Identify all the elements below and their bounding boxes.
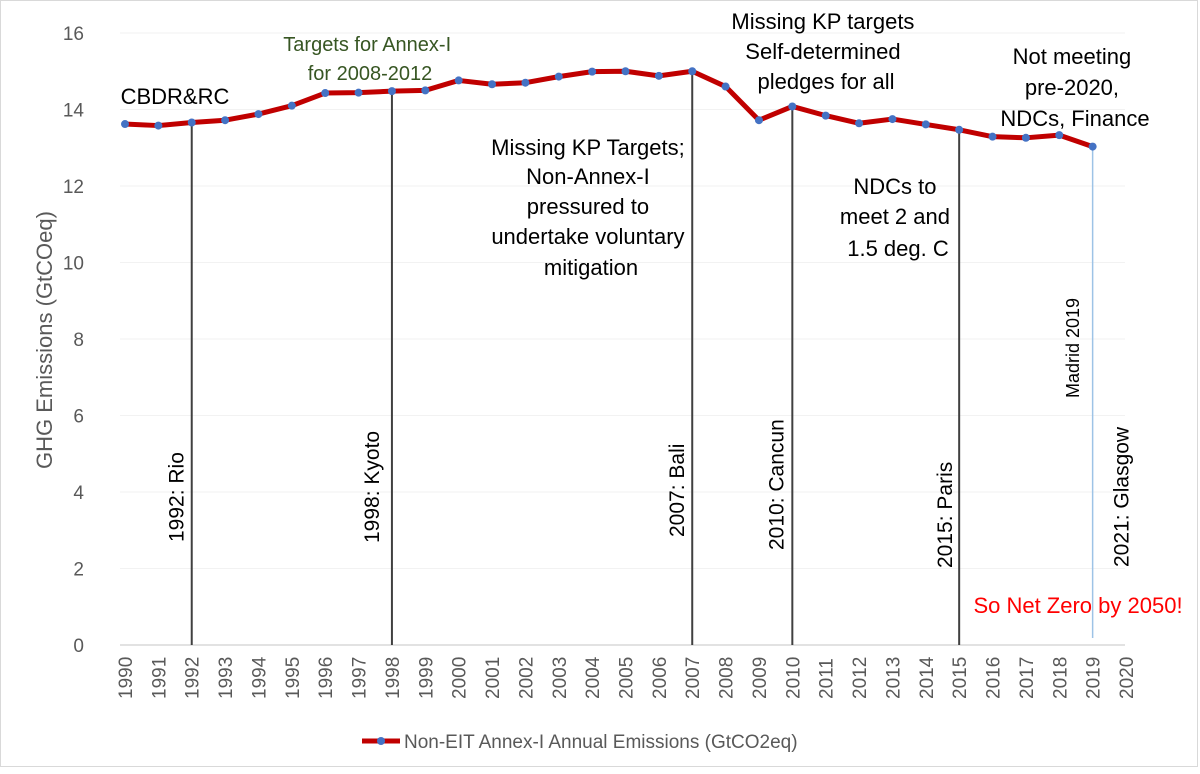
- data-point: [287, 101, 296, 110]
- x-tick-label: 2006: [650, 657, 671, 699]
- x-tick-label: 2020: [1117, 657, 1138, 699]
- data-point: [554, 72, 563, 81]
- data-point: [421, 86, 430, 95]
- x-tick-label: 1994: [249, 656, 270, 699]
- x-tick-label: 1995: [283, 657, 304, 699]
- x-tick-label: 2009: [750, 657, 771, 699]
- event-label: 2010: Cancun: [765, 419, 788, 550]
- y-tick-label: 10: [63, 254, 84, 275]
- x-tick-labels: 1990 1991 1992 1993 1994 1995 1996 1997 1998 1999…: [116, 656, 1138, 699]
- data-point: [654, 71, 663, 80]
- data-point: [855, 119, 864, 128]
- event-lines: 1992: Rio 1998: Kyoto 2007: Bali 2010: Canc…: [166, 71, 1134, 645]
- x-tick-label: 2016: [984, 657, 1005, 699]
- data-point: [521, 78, 530, 87]
- x-tick-label: 2003: [550, 657, 571, 699]
- x-tick-label: 1991: [149, 657, 170, 699]
- y-tick-label: 12: [63, 177, 84, 198]
- x-tick-label: 2004: [583, 656, 604, 699]
- y-tick-label: 2: [73, 560, 84, 581]
- x-tick-label: 2000: [450, 657, 471, 699]
- annotation-not-meeting: Not meeting pre-2020, NDCs, Finance: [1000, 44, 1149, 131]
- data-point: [454, 76, 463, 85]
- data-point: [254, 110, 263, 119]
- x-tick-label: 2017: [1017, 657, 1038, 699]
- x-tick-label: 1992: [183, 657, 204, 699]
- x-tick-label: 1993: [216, 657, 237, 699]
- x-tick-label: 2008: [717, 657, 738, 699]
- annotation-cbdr: CBDR&RC: [121, 84, 230, 109]
- x-tick-label: 2013: [883, 657, 904, 699]
- x-tick-label: 2012: [850, 657, 871, 699]
- x-tick-label: 2010: [783, 657, 804, 699]
- event-label: 1992: Rio: [166, 452, 189, 542]
- data-point: [187, 118, 196, 127]
- series-markers: [121, 67, 1097, 151]
- y-gridlines: [120, 32, 1125, 569]
- data-point: [921, 120, 930, 129]
- data-point: [354, 88, 363, 97]
- data-point: [721, 82, 730, 91]
- data-point: [154, 121, 163, 130]
- event-label: 2015: Paris: [934, 462, 957, 568]
- x-tick-label: 1999: [416, 657, 437, 699]
- data-point: [1021, 133, 1030, 142]
- x-tick-label: 1997: [350, 657, 371, 699]
- x-tick-label: 1990: [116, 657, 137, 699]
- annotation-madrid: Madrid 2019: [1063, 298, 1083, 398]
- annotation-ndcs-paris: NDCs to meet 2 and 1.5 deg. C: [840, 174, 956, 261]
- data-point: [221, 116, 230, 125]
- event-label: 1998: Kyoto: [361, 431, 384, 543]
- data-point: [754, 116, 763, 125]
- annotation-annex-targets: Targets for Annex-I for 2008-2012: [283, 34, 456, 85]
- y-tick-label: 16: [63, 24, 84, 45]
- x-tick-label: 2005: [617, 657, 638, 699]
- x-tick-label: 2011: [817, 658, 838, 699]
- x-tick-label: 1996: [316, 657, 337, 699]
- data-point: [988, 132, 997, 141]
- y-tick-label: 6: [73, 407, 84, 428]
- data-point: [788, 102, 797, 111]
- data-point: [1088, 142, 1097, 151]
- data-point: [688, 67, 697, 76]
- data-point: [121, 120, 129, 129]
- y-tick-label: 0: [73, 636, 84, 657]
- data-point: [955, 125, 964, 134]
- x-tick-label: 1998: [383, 657, 404, 699]
- data-point: [621, 67, 630, 76]
- data-point: [321, 89, 330, 98]
- y-tick-label: 4: [73, 483, 84, 504]
- annotation-missing-kp-bali: Missing KP Targets; Non-Annex-I pressure…: [491, 135, 691, 280]
- x-tick-label: 2018: [1050, 657, 1071, 699]
- y-tick-labels: 0 2 4 6 8 10 12 14 16: [63, 24, 85, 657]
- annotation-missing-kp-cancun: Missing KP targets Self-determined pledg…: [731, 9, 920, 94]
- data-point: [588, 67, 597, 76]
- x-tick-label: 2001: [483, 657, 504, 699]
- series-line: [124, 68, 1094, 149]
- data-point: [488, 80, 497, 89]
- x-tick-label: 2015: [950, 657, 971, 699]
- event-label: 2007: Bali: [666, 444, 689, 537]
- data-point: [888, 115, 897, 124]
- emissions-line: [124, 68, 1094, 149]
- legend-label: Non-EIT Annex-I Annual Emissions (GtCO2e…: [404, 732, 798, 753]
- legend: Non-EIT Annex-I Annual Emissions (GtCO2e…: [362, 732, 798, 753]
- y-tick-label: 8: [73, 330, 84, 351]
- x-tick-label: 2002: [516, 657, 537, 699]
- x-tick-label: 2019: [1084, 657, 1105, 699]
- data-point: [1055, 131, 1064, 140]
- legend-marker-swatch: [377, 737, 385, 745]
- x-tick-label: 2007: [683, 657, 704, 699]
- y-tick-label: 14: [63, 101, 85, 122]
- data-point: [821, 111, 830, 120]
- event-label: 2021: Glasgow: [1111, 426, 1134, 567]
- data-point: [387, 87, 396, 96]
- y-axis-title: GHG Emissions (GtCOeq): [32, 211, 57, 469]
- x-tick-label: 2014: [917, 656, 938, 699]
- annotation-net-zero: So Net Zero by 2050!: [973, 593, 1182, 618]
